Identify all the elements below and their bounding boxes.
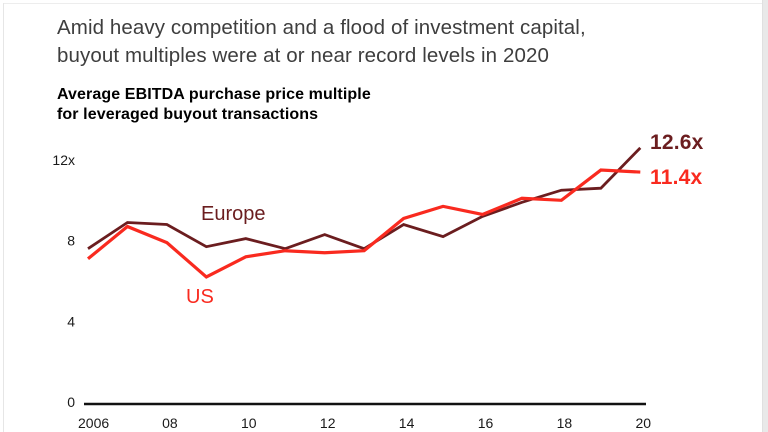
chart-title-line1: Average EBITDA purchase price multiple — [57, 86, 371, 103]
headline-line2: buyout multiples were at or near record … — [57, 44, 549, 67]
x-tick-label: 16 — [478, 415, 494, 431]
x-tick-label: 20 — [636, 415, 652, 431]
us-line-series — [86, 168, 641, 279]
europe-series-label: Europe — [201, 203, 266, 225]
chart-title: Average EBITDA purchase price multiple f… — [57, 85, 677, 125]
us-end-value-label: 11.4x — [650, 166, 703, 189]
headline: Amid heavy competition and a flood of in… — [57, 14, 717, 70]
us-series-label: US — [186, 286, 214, 308]
scrollbar-track[interactable] — [762, 0, 768, 432]
chart-title-line2: for leveraged buyout transactions — [57, 106, 319, 123]
y-tick-label: 12x — [52, 152, 75, 168]
x-tick-label: 2006 — [78, 415, 109, 431]
x-tick-label: 10 — [241, 415, 257, 431]
x-tick-label: 14 — [399, 415, 415, 431]
headline-line1: Amid heavy competition and a flood of in… — [57, 16, 586, 39]
y-tick-label: 0 — [67, 394, 75, 410]
y-tick-label: 8 — [67, 233, 75, 249]
europe-end-value-label: 12.6x — [650, 131, 704, 154]
x-tick-label: 08 — [162, 415, 178, 431]
y-tick-label: 4 — [67, 313, 75, 329]
x-tick-label: 18 — [557, 415, 573, 431]
page-left-divider — [3, 3, 4, 432]
europe-line-series — [87, 146, 642, 251]
page-top-divider — [3, 3, 762, 4]
x-tick-label: 12 — [320, 415, 336, 431]
